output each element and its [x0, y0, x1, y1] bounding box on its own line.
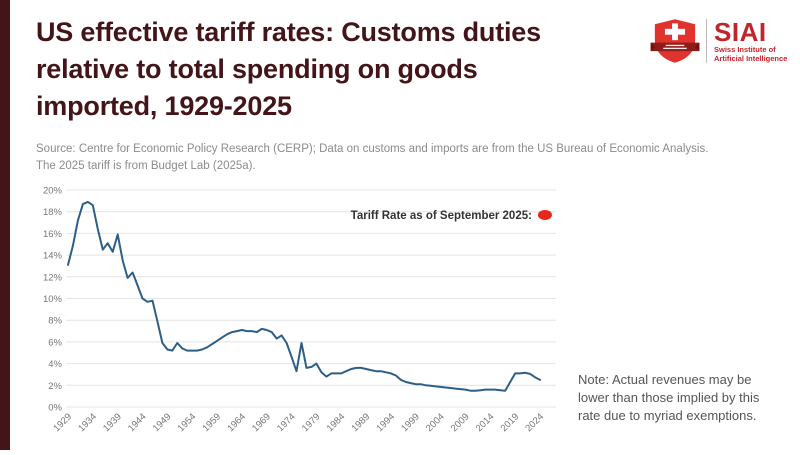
y-tick-label: 6%	[48, 337, 62, 348]
logo-acronym: SIAI	[714, 17, 767, 47]
x-tick-label: 1999	[399, 411, 422, 434]
x-tick-label: 1969	[250, 411, 273, 434]
y-tick-label: 16%	[43, 229, 63, 240]
chart-y-tick-labels: 0% 2% 4% 6% 8% 10% 12% 14% 16% 18% 20%	[43, 186, 63, 414]
x-tick-label: 1949	[151, 411, 174, 434]
footnote-text: Note: Actual revenues may be lower than …	[578, 372, 760, 423]
x-tick-label: 2024	[523, 411, 546, 434]
x-tick-label: 2004	[424, 411, 447, 434]
y-tick-label: 18%	[43, 207, 63, 218]
x-tick-label: 1954	[176, 411, 199, 434]
x-tick-label: 1939	[101, 411, 124, 434]
y-tick-label: 8%	[48, 316, 62, 327]
x-tick-label: 1959	[200, 411, 223, 434]
y-tick-label: 20%	[43, 186, 63, 197]
x-tick-label: 1989	[349, 411, 372, 434]
logo-subtitle-1: Swiss Institute of	[714, 45, 776, 54]
x-tick-label: 1979	[300, 411, 323, 434]
y-tick-label: 10%	[43, 294, 63, 305]
logo-subtitle-2: Artificial Intelligence	[714, 54, 788, 63]
siai-logo: SIAI Swiss Institute of Artificial Intel…	[649, 16, 787, 66]
left-accent-bar	[0, 0, 10, 450]
x-tick-label: 2019	[499, 411, 522, 434]
y-tick-label: 12%	[43, 272, 63, 283]
source-text: Source: Centre for Economic Policy Resea…	[36, 141, 766, 175]
title-line-1: US effective tariff rates: Customs dutie…	[36, 17, 541, 47]
x-tick-label: 2014	[474, 411, 497, 434]
x-tick-label: 1934	[76, 411, 99, 434]
logo-wordmark: SIAI Swiss Institute of Artificial Intel…	[714, 19, 787, 63]
x-tick-label: 1944	[126, 411, 149, 434]
x-tick-label: 1964	[225, 411, 248, 434]
title-line-3: imported, 1929-2025	[36, 91, 292, 121]
chart-gridlines	[66, 189, 556, 408]
title-line-2: relative to total spending on goods	[36, 54, 478, 84]
highlight-dot-2025	[537, 209, 552, 220]
y-tick-label: 2%	[48, 381, 62, 392]
x-tick-label: 1929	[51, 411, 74, 434]
tariff-rate-line	[67, 200, 541, 392]
x-tick-label: 1974	[275, 411, 298, 434]
x-tick-label: 1994	[374, 411, 397, 434]
source-line-2: The 2025 tariff is from Budget Lab (2025…	[36, 160, 256, 172]
y-tick-label: 4%	[48, 359, 62, 370]
source-line-1: Source: Centre for Economic Policy Resea…	[36, 143, 709, 155]
logo-divider	[706, 19, 707, 63]
tariff-line-chart: 0% 2% 4% 6% 8% 10% 12% 14% 16% 18% 20% 1929 1934 1939…	[43, 186, 556, 434]
chart-x-tick-labels: 1929 1934 1939 1944 1949 1954 1959 1964 1969 1974…	[51, 411, 546, 434]
x-tick-label: 2009	[449, 411, 472, 434]
shield-icon	[650, 19, 700, 63]
x-tick-label: 1984	[325, 411, 348, 434]
page-title: US effective tariff rates: Customs dutie…	[36, 14, 626, 125]
y-tick-label: 14%	[43, 251, 63, 262]
y-tick-label: 0%	[48, 403, 62, 414]
highlight-annotation-label: Tariff Rate as of September 2025:	[351, 210, 532, 222]
chart-area: 0% 2% 4% 6% 8% 10% 12% 14% 16% 18% 20% 1929 1934 1939…	[30, 183, 578, 450]
